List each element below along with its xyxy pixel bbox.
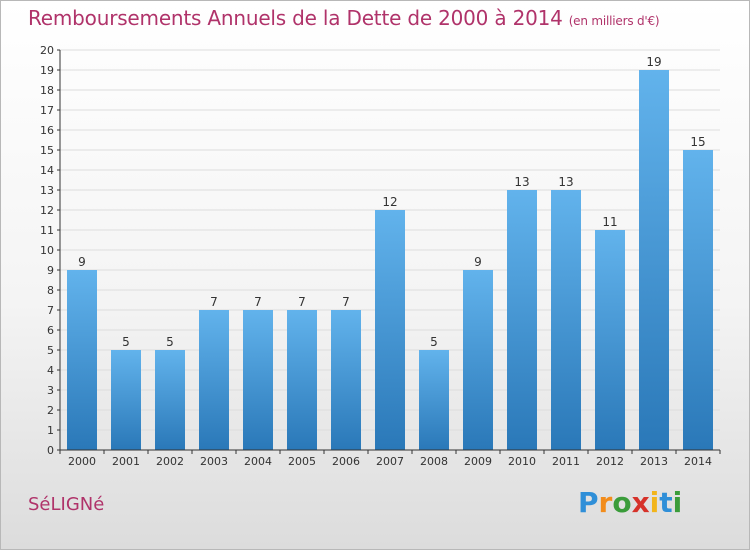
y-tick-label: 20 bbox=[40, 44, 54, 57]
y-tick-label: 8 bbox=[47, 284, 54, 297]
y-tick-label: 0 bbox=[47, 444, 54, 457]
y-tick-label: 16 bbox=[40, 124, 54, 137]
data-label: 13 bbox=[514, 175, 529, 189]
data-label: 5 bbox=[166, 335, 174, 349]
data-label: 11 bbox=[602, 215, 617, 229]
x-tick-label: 2002 bbox=[156, 455, 184, 468]
data-label: 13 bbox=[558, 175, 573, 189]
logo-letter: r bbox=[598, 486, 613, 519]
data-label: 5 bbox=[430, 335, 438, 349]
logo-letter: x bbox=[631, 486, 650, 519]
bar bbox=[507, 190, 537, 450]
bar bbox=[287, 310, 317, 450]
x-tick-label: 2000 bbox=[68, 455, 96, 468]
y-tick-label: 11 bbox=[40, 224, 54, 237]
data-label: 9 bbox=[474, 255, 482, 269]
x-tick-label: 2001 bbox=[112, 455, 140, 468]
y-tick-label: 2 bbox=[47, 404, 54, 417]
y-tick-label: 4 bbox=[47, 364, 54, 377]
logo-letter: i bbox=[672, 486, 683, 519]
logo-letter: P bbox=[578, 486, 599, 519]
data-label: 19 bbox=[646, 55, 661, 69]
data-label: 9 bbox=[78, 255, 86, 269]
bar bbox=[243, 310, 273, 450]
chart-title-main: Remboursements Annuels de la Dette de 20… bbox=[28, 6, 563, 30]
chart-title: Remboursements Annuels de la Dette de 20… bbox=[28, 6, 660, 30]
x-tick-label: 2012 bbox=[596, 455, 624, 468]
x-tick-label: 2004 bbox=[244, 455, 272, 468]
logo-letter: t bbox=[659, 486, 673, 519]
bar bbox=[463, 270, 493, 450]
bar bbox=[375, 210, 405, 450]
x-tick-label: 2009 bbox=[464, 455, 492, 468]
x-tick-label: 2011 bbox=[552, 455, 580, 468]
data-label: 15 bbox=[690, 135, 705, 149]
logo-letter: i bbox=[649, 486, 660, 519]
y-tick-label: 19 bbox=[40, 64, 54, 77]
y-tick-label: 18 bbox=[40, 84, 54, 97]
y-tick-label: 17 bbox=[40, 104, 54, 117]
x-tick-label: 2014 bbox=[684, 455, 712, 468]
y-tick-label: 5 bbox=[47, 344, 54, 357]
bars: 9 5 5 7 7 7 7 12 5 9 13 13 11 19 15 bbox=[67, 55, 713, 450]
bar bbox=[551, 190, 581, 450]
y-tick-label: 1 bbox=[47, 424, 54, 437]
data-label: 12 bbox=[382, 195, 397, 209]
data-label: 7 bbox=[342, 295, 350, 309]
data-label: 7 bbox=[298, 295, 306, 309]
y-tick-label: 9 bbox=[47, 264, 54, 277]
y-tick-label: 10 bbox=[40, 244, 54, 257]
bar bbox=[155, 350, 185, 450]
bar bbox=[67, 270, 97, 450]
bar bbox=[639, 70, 669, 450]
y-tick-label: 13 bbox=[40, 184, 54, 197]
x-tick-label: 2008 bbox=[420, 455, 448, 468]
x-tick-label: 2013 bbox=[640, 455, 668, 468]
x-tick-label: 2006 bbox=[332, 455, 360, 468]
bar bbox=[111, 350, 141, 450]
bar bbox=[199, 310, 229, 450]
commune-name: SéLIGNé bbox=[28, 494, 105, 515]
y-tick-label: 6 bbox=[47, 324, 54, 337]
x-tick-label: 2010 bbox=[508, 455, 536, 468]
x-tick-label: 2007 bbox=[376, 455, 404, 468]
bar bbox=[595, 230, 625, 450]
y-tick-label: 3 bbox=[47, 384, 54, 397]
x-tick-label: 2003 bbox=[200, 455, 228, 468]
y-tick-label: 7 bbox=[47, 304, 54, 317]
data-label: 7 bbox=[254, 295, 262, 309]
chart-title-unit: (en milliers d'€) bbox=[568, 14, 660, 28]
x-tick-label: 2005 bbox=[288, 455, 316, 468]
data-label: 5 bbox=[122, 335, 130, 349]
proxiti-logo: Proxiti bbox=[578, 486, 682, 519]
bar bbox=[419, 350, 449, 450]
y-tick-label: 15 bbox=[40, 144, 54, 157]
y-tick-label: 12 bbox=[40, 204, 54, 217]
bar bbox=[331, 310, 361, 450]
y-tick-label: 14 bbox=[40, 164, 54, 177]
bar bbox=[683, 150, 713, 450]
logo-letter: o bbox=[612, 486, 632, 519]
data-label: 7 bbox=[210, 295, 218, 309]
